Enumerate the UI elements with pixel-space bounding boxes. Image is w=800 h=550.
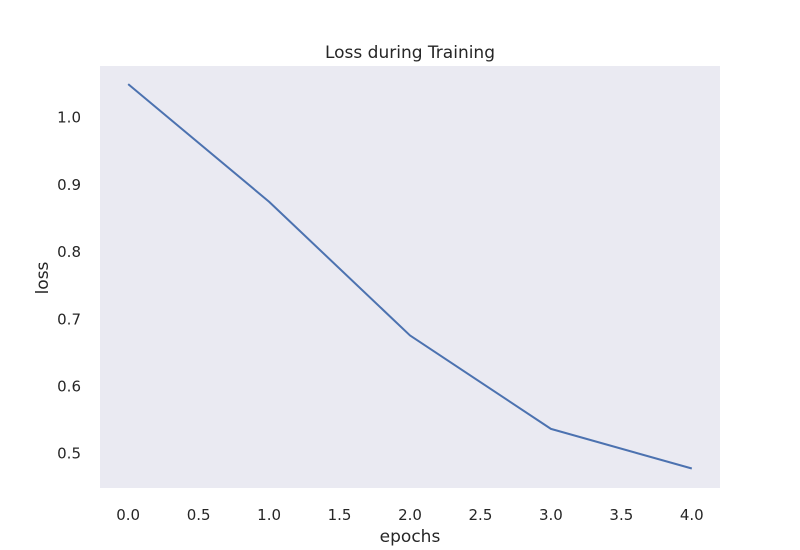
x-tick-label: 4.0: [680, 506, 704, 524]
y-axis-label: loss: [33, 261, 53, 294]
y-tick-label: 0.9: [57, 176, 81, 194]
y-tick-label: 0.5: [57, 445, 81, 463]
x-tick-label: 0.0: [116, 506, 140, 524]
y-axis-ticks: 0.5 0.6 0.7 0.8 0.9 1.0: [57, 109, 81, 463]
x-tick-label: 1.0: [257, 506, 281, 524]
series-group: [127, 83, 693, 470]
x-axis-ticks: 0.0 0.5 1.0 1.5 2.0 2.5 3.0 3.5 4.0: [116, 506, 703, 524]
x-tick-label: 2.0: [398, 506, 422, 524]
series-line: [127, 83, 693, 470]
x-tick-label: 2.5: [469, 506, 493, 524]
y-tick-label: 1.0: [57, 109, 81, 127]
plot-area: [100, 66, 720, 488]
x-tick-label: 1.5: [328, 506, 352, 524]
x-tick-label: 0.5: [187, 506, 211, 524]
x-tick-label: 3.5: [609, 506, 633, 524]
chart-title: Loss during Training: [325, 43, 495, 63]
y-tick-label: 0.6: [57, 378, 81, 396]
x-axis-label: epochs: [380, 527, 441, 547]
y-tick-label: 0.8: [57, 243, 81, 261]
y-tick-label: 0.7: [57, 310, 81, 328]
x-tick-label: 3.0: [539, 506, 563, 524]
